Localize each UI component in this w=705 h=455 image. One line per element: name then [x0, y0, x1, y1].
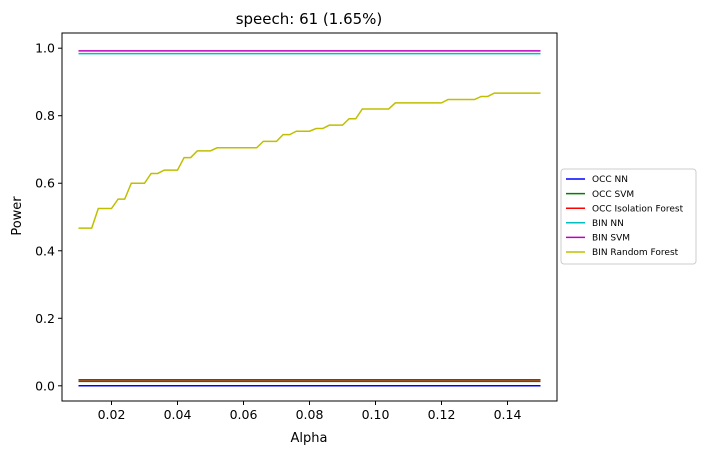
y-tick-label: 0.0 [35, 378, 55, 393]
x-tick-label: 0.12 [428, 407, 456, 422]
y-tick-label: 0.4 [35, 243, 55, 258]
legend-label: OCC Isolation Forest [592, 204, 684, 214]
y-tick-label: 0.2 [35, 311, 55, 326]
y-tick-label: 1.0 [35, 41, 55, 56]
legend-label: OCC NN [592, 175, 628, 185]
plot-frame [61, 32, 558, 402]
legend-label: BIN SVM [592, 234, 630, 244]
legend-box [560, 168, 697, 265]
x-axis-label: Alpha [291, 431, 328, 446]
x-tick-label: 0.08 [296, 407, 324, 422]
chart-title: speech: 61 (1.65%) [236, 10, 383, 28]
x-tick-label: 0.06 [230, 407, 258, 422]
x-tick-label: 0.10 [362, 407, 390, 422]
legend-label: BIN Random Forest [592, 248, 679, 258]
x-tick-label: 0.04 [164, 407, 192, 422]
plot-area: 0.02 0.04 0.06 0.08 0.10 0.12 0.14 0.0 0.2 0.4 0.6… [35, 32, 558, 422]
x-tick-label: 0.02 [98, 407, 126, 422]
y-axis-label: Power [10, 196, 25, 236]
y-tick-label: 0.8 [35, 108, 55, 123]
legend-label: OCC SVM [592, 190, 634, 200]
legend-label: BIN NN [592, 219, 624, 229]
x-tick-label: 0.14 [494, 407, 522, 422]
legend: OCC NN OCC SVM OCC Isolation Forest BIN NN B… [560, 168, 697, 265]
series-line-bin-random-forest [78, 92, 541, 229]
y-tick-label: 0.6 [35, 176, 55, 191]
